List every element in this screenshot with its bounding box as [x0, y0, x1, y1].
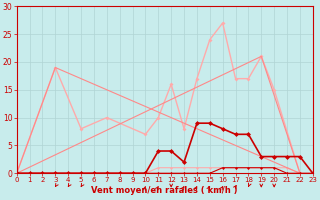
- X-axis label: Vent moyen/en rafales ( km/h ): Vent moyen/en rafales ( km/h ): [92, 186, 238, 195]
